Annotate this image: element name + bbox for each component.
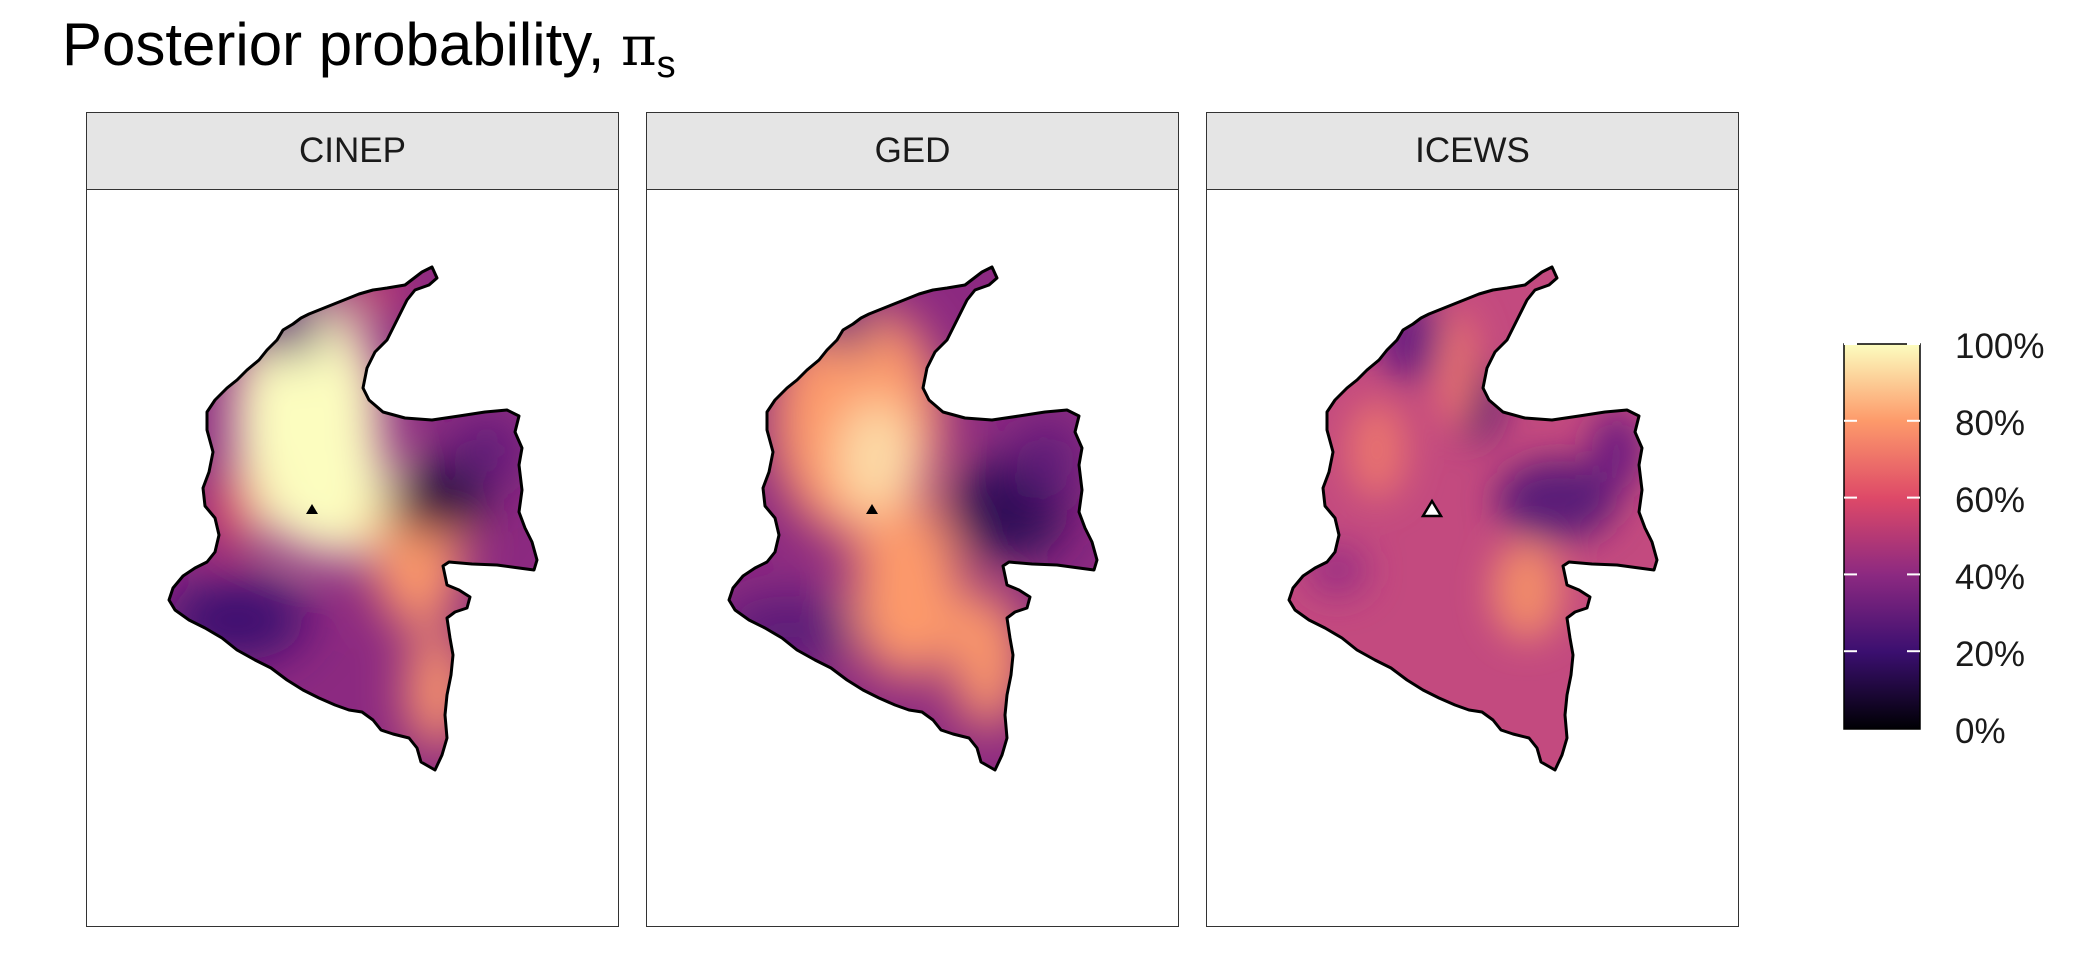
chart-title: Posterior probability, πs [62, 10, 676, 87]
panel-strip: CINEP [87, 113, 618, 190]
panel-ged: GED [646, 112, 1179, 927]
country-border [167, 265, 539, 772]
title-symbol: π [621, 15, 657, 78]
legend-tick: 80% [1955, 404, 2026, 443]
triangle-marker [866, 504, 878, 514]
title-subscript: s [656, 44, 676, 86]
panel-icews: ICEWS [1206, 112, 1739, 927]
panel-label: ICEWS [1415, 131, 1530, 170]
panel-strip: GED [647, 113, 1178, 190]
panel-cinep: CINEP [86, 112, 619, 927]
panel-strip: ICEWS [1207, 113, 1738, 190]
map-ged [727, 265, 1099, 772]
legend-tick: 0% [1955, 712, 2006, 751]
map-icews [1287, 265, 1659, 772]
country-border [727, 265, 1099, 772]
colorbar-legend [1843, 343, 1921, 730]
legend-tick: 20% [1955, 635, 2026, 674]
title-text: Posterior probability, [62, 11, 622, 78]
legend-tick: 40% [1955, 558, 2026, 597]
legend-tick: 100% [1955, 327, 2045, 366]
country-border [1287, 265, 1659, 772]
map-cinep [167, 265, 539, 772]
panel-label: CINEP [299, 131, 406, 170]
legend-tick: 60% [1955, 481, 2026, 520]
triangle-marker [1420, 498, 1444, 518]
triangle-marker [306, 504, 318, 514]
panel-label: GED [874, 131, 951, 170]
